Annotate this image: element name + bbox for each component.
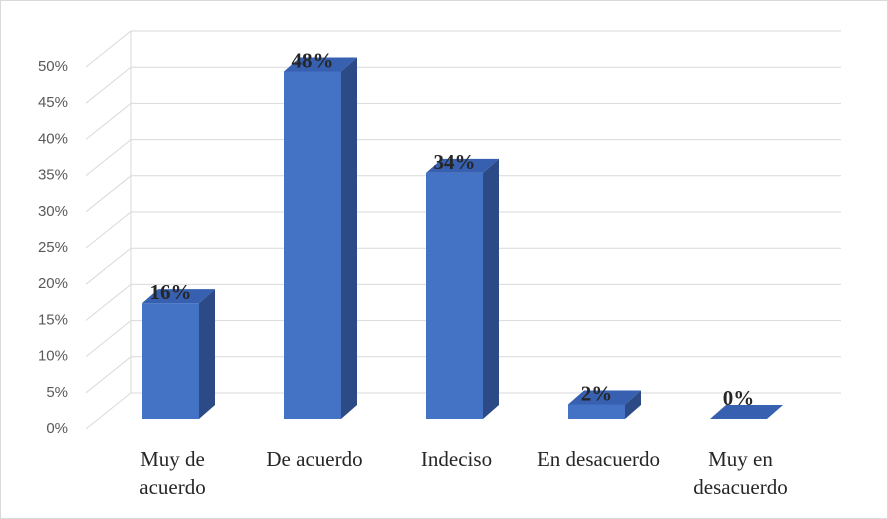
grid-line bbox=[85, 102, 841, 140]
bar-side bbox=[625, 390, 641, 419]
grid-line bbox=[85, 66, 841, 104]
bar bbox=[284, 57, 357, 419]
y-tick-label: 5% bbox=[46, 384, 68, 401]
y-tick-label: 30% bbox=[38, 203, 68, 220]
y-tick-label: 0% bbox=[46, 420, 68, 437]
value-label: 34% bbox=[434, 150, 476, 174]
y-tick-label: 25% bbox=[38, 239, 68, 256]
x-tick-label: De acuerdo bbox=[266, 447, 363, 471]
y-tick-label: 20% bbox=[38, 275, 68, 292]
value-label: 2% bbox=[581, 382, 613, 406]
y-tick-label: 10% bbox=[38, 348, 68, 365]
bar bbox=[142, 289, 215, 419]
bar-top bbox=[142, 289, 215, 304]
bar-side bbox=[199, 289, 215, 419]
y-tick-label: 45% bbox=[38, 94, 68, 111]
value-label: 16% bbox=[150, 280, 192, 304]
bar-front bbox=[142, 303, 199, 419]
y-tick-label: 50% bbox=[38, 58, 68, 75]
x-tick-label: En desacuerdo bbox=[536, 447, 661, 471]
bar-top bbox=[568, 390, 641, 405]
y-tick-label: 35% bbox=[38, 167, 68, 184]
bar bbox=[710, 405, 783, 419]
x-tick-label: Muy en desacuerdo bbox=[693, 447, 788, 499]
bar-side bbox=[483, 158, 499, 419]
bar-top bbox=[426, 158, 499, 173]
value-label: 48% bbox=[292, 48, 334, 72]
x-tick-label: Muy de acuerdo bbox=[139, 447, 206, 499]
grid-line bbox=[85, 30, 841, 68]
bar-side bbox=[341, 57, 357, 419]
y-tick-label: 15% bbox=[38, 311, 68, 328]
bar-top bbox=[284, 57, 357, 72]
bar-front bbox=[284, 71, 341, 419]
bar-front bbox=[568, 404, 625, 419]
bar-top bbox=[710, 405, 783, 419]
value-label: 0% bbox=[723, 386, 755, 410]
bar bbox=[568, 390, 641, 419]
x-tick-label: Indeciso bbox=[420, 447, 493, 471]
y-tick-label: 40% bbox=[38, 130, 68, 147]
bar bbox=[426, 158, 499, 419]
bar-front bbox=[426, 172, 483, 419]
